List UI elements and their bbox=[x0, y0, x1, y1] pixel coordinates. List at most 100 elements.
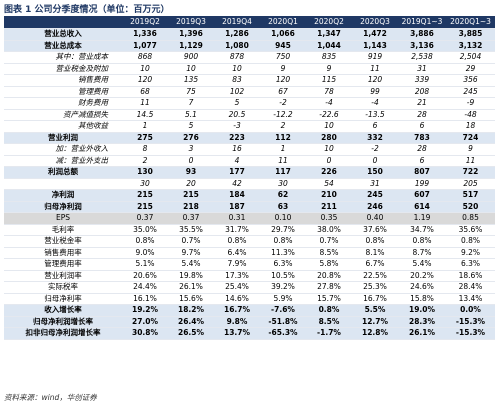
cell: 5.4% bbox=[412, 259, 432, 269]
cell: 10 bbox=[186, 63, 196, 73]
table-row: 营业利润 275 276 223 112 280 332 783 724 bbox=[4, 132, 495, 144]
cell: 19.8% bbox=[179, 270, 203, 280]
cell: 1,286 bbox=[214, 28, 260, 40]
row-label: 营业税金率 bbox=[44, 236, 82, 246]
cell: 14.5 bbox=[136, 109, 154, 119]
cell: 614 bbox=[398, 201, 446, 213]
cell: 945 bbox=[260, 40, 306, 52]
cell: 68 bbox=[140, 86, 150, 96]
cell: 187 bbox=[214, 201, 260, 213]
cell: 1,347 bbox=[306, 28, 352, 40]
row-label: 营业利润率 bbox=[44, 270, 82, 280]
source: 资料来源：wind，华创证券 bbox=[4, 393, 97, 402]
cell: 9.7% bbox=[181, 247, 201, 257]
cell: 30 bbox=[140, 178, 150, 188]
table-row: 加：营业外收入 8 3 16 1 10 -2 28 9 bbox=[4, 144, 495, 155]
cell: 18.6% bbox=[458, 270, 483, 280]
cell: 9 bbox=[468, 144, 473, 154]
cell: 517 bbox=[446, 189, 495, 201]
cell: 67 bbox=[278, 86, 288, 96]
table-row: 毛利率 35.0% 35.5% 31.7% 29.7% 38.0% 37.6% 34.7% 35… bbox=[4, 224, 495, 236]
header-cell bbox=[4, 16, 122, 29]
cell: 18 bbox=[465, 121, 476, 131]
cell: 215 bbox=[122, 201, 168, 213]
cell: 22.5% bbox=[363, 270, 387, 280]
cell: 3 bbox=[188, 144, 194, 154]
table-row: 营业税金及附加 10 10 10 9 9 11 31 29 bbox=[4, 63, 495, 75]
cell: 0.0% bbox=[446, 304, 495, 316]
row-label: 加：营业外收入 bbox=[55, 144, 109, 154]
cell: 199 bbox=[414, 178, 430, 188]
cell: 2 bbox=[280, 121, 286, 131]
header-cell: 2020Q1 bbox=[260, 16, 306, 29]
cell: 30.8% bbox=[122, 327, 168, 339]
cell: 724 bbox=[446, 132, 495, 144]
cell: 0.40 bbox=[352, 212, 398, 224]
table-row: 财务费用 11 7 5 -2 -4 -4 21 -9 bbox=[4, 98, 495, 109]
cell: 280 bbox=[306, 132, 352, 144]
cell: 10 bbox=[232, 63, 242, 73]
cell: -48 bbox=[464, 109, 477, 119]
table-row: 营业利润率 20.6% 19.8% 17.3% 10.5% 20.8% 22.5% 20.2%… bbox=[4, 270, 495, 282]
row-label: 销售费用 bbox=[78, 75, 108, 85]
table-row: 销售费用 120 135 83 120 115 120 339 356 bbox=[4, 75, 495, 86]
cell: 332 bbox=[352, 132, 398, 144]
cell: 6.3% bbox=[273, 259, 293, 269]
cell: 12.8% bbox=[352, 327, 398, 339]
table-row: 其他收益 1 5 -3 2 10 6 6 18 bbox=[4, 121, 495, 132]
cell: -22.6 bbox=[319, 109, 339, 119]
cell: 0 bbox=[188, 155, 194, 165]
cell: 13.7% bbox=[214, 327, 260, 339]
cell: 99 bbox=[370, 86, 380, 96]
cell: 115 bbox=[321, 75, 337, 85]
table-row: 利润总额 130 93 177 117 226 150 807 722 bbox=[4, 166, 495, 178]
cell: 37.6% bbox=[363, 224, 387, 234]
cell: 15.7% bbox=[317, 293, 341, 303]
row-label: 营业总收入 bbox=[4, 28, 122, 40]
cell: 10 bbox=[324, 121, 334, 131]
cell: 28.3% bbox=[398, 316, 446, 328]
cell: 16.7% bbox=[214, 304, 260, 316]
cell: 1,129 bbox=[168, 40, 214, 52]
cell: 28 bbox=[417, 109, 427, 119]
cell: -15.3% bbox=[446, 327, 495, 339]
cell: 0.7% bbox=[181, 236, 201, 246]
cell: 63 bbox=[260, 201, 306, 213]
table-row: 扣非归母净利润增长率 30.8% 26.5% 13.7% -65.3% -1.7% 12.8… bbox=[4, 327, 495, 339]
cell: 6 bbox=[372, 121, 378, 131]
table-row: 管理费用率 5.1% 5.4% 7.9% 6.3% 5.8% 6.7% 5.4% 6.3% bbox=[4, 259, 495, 270]
cell: 20 bbox=[186, 178, 196, 188]
cell: 1,143 bbox=[352, 40, 398, 52]
cell: 6.7% bbox=[365, 259, 385, 269]
table-row: 减：营业外支出 2 0 4 11 0 0 6 11 bbox=[4, 155, 495, 167]
cell: 10 bbox=[140, 63, 150, 73]
cell: 29.7% bbox=[271, 224, 295, 234]
row-label: 利润总额 bbox=[4, 166, 122, 178]
cell: 8.1% bbox=[365, 247, 385, 257]
cell: 9.8% bbox=[214, 316, 260, 328]
row-label: 毛利率 bbox=[51, 224, 75, 234]
cell: 5.1 bbox=[185, 109, 197, 119]
cell: 3,136 bbox=[398, 40, 446, 52]
table-row: 归母净利润 215 218 187 63 211 246 614 520 bbox=[4, 201, 495, 213]
cell: 39.2% bbox=[271, 282, 295, 292]
table-row: 管理费用 68 75 102 67 78 99 208 245 bbox=[4, 86, 495, 98]
cell: -9 bbox=[466, 98, 475, 108]
cell: 1,044 bbox=[306, 40, 352, 52]
table-row: 营业税金率 0.8% 0.7% 0.8% 0.8% 0.7% 0.8% 0.8% 0.8% bbox=[4, 236, 495, 247]
header-cell: 2020Q1~3 bbox=[446, 16, 495, 29]
row-label: 其中：营业成本 bbox=[55, 52, 109, 62]
cell: 5.4% bbox=[181, 259, 201, 269]
cell: 0.37 bbox=[122, 212, 168, 224]
cell: 520 bbox=[446, 201, 495, 213]
cell: 31 bbox=[417, 63, 427, 73]
cell: 19.2% bbox=[122, 304, 168, 316]
cell: 5 bbox=[234, 98, 240, 108]
cell: 112 bbox=[260, 132, 306, 144]
cell: 1 bbox=[142, 121, 148, 131]
cell: 28.4% bbox=[458, 282, 483, 292]
cell: 26.5% bbox=[168, 327, 214, 339]
table-row: 30 20 42 30 54 31 199 205 bbox=[4, 178, 495, 190]
cell: -4 bbox=[325, 98, 333, 108]
cell: 9.0% bbox=[135, 247, 155, 257]
